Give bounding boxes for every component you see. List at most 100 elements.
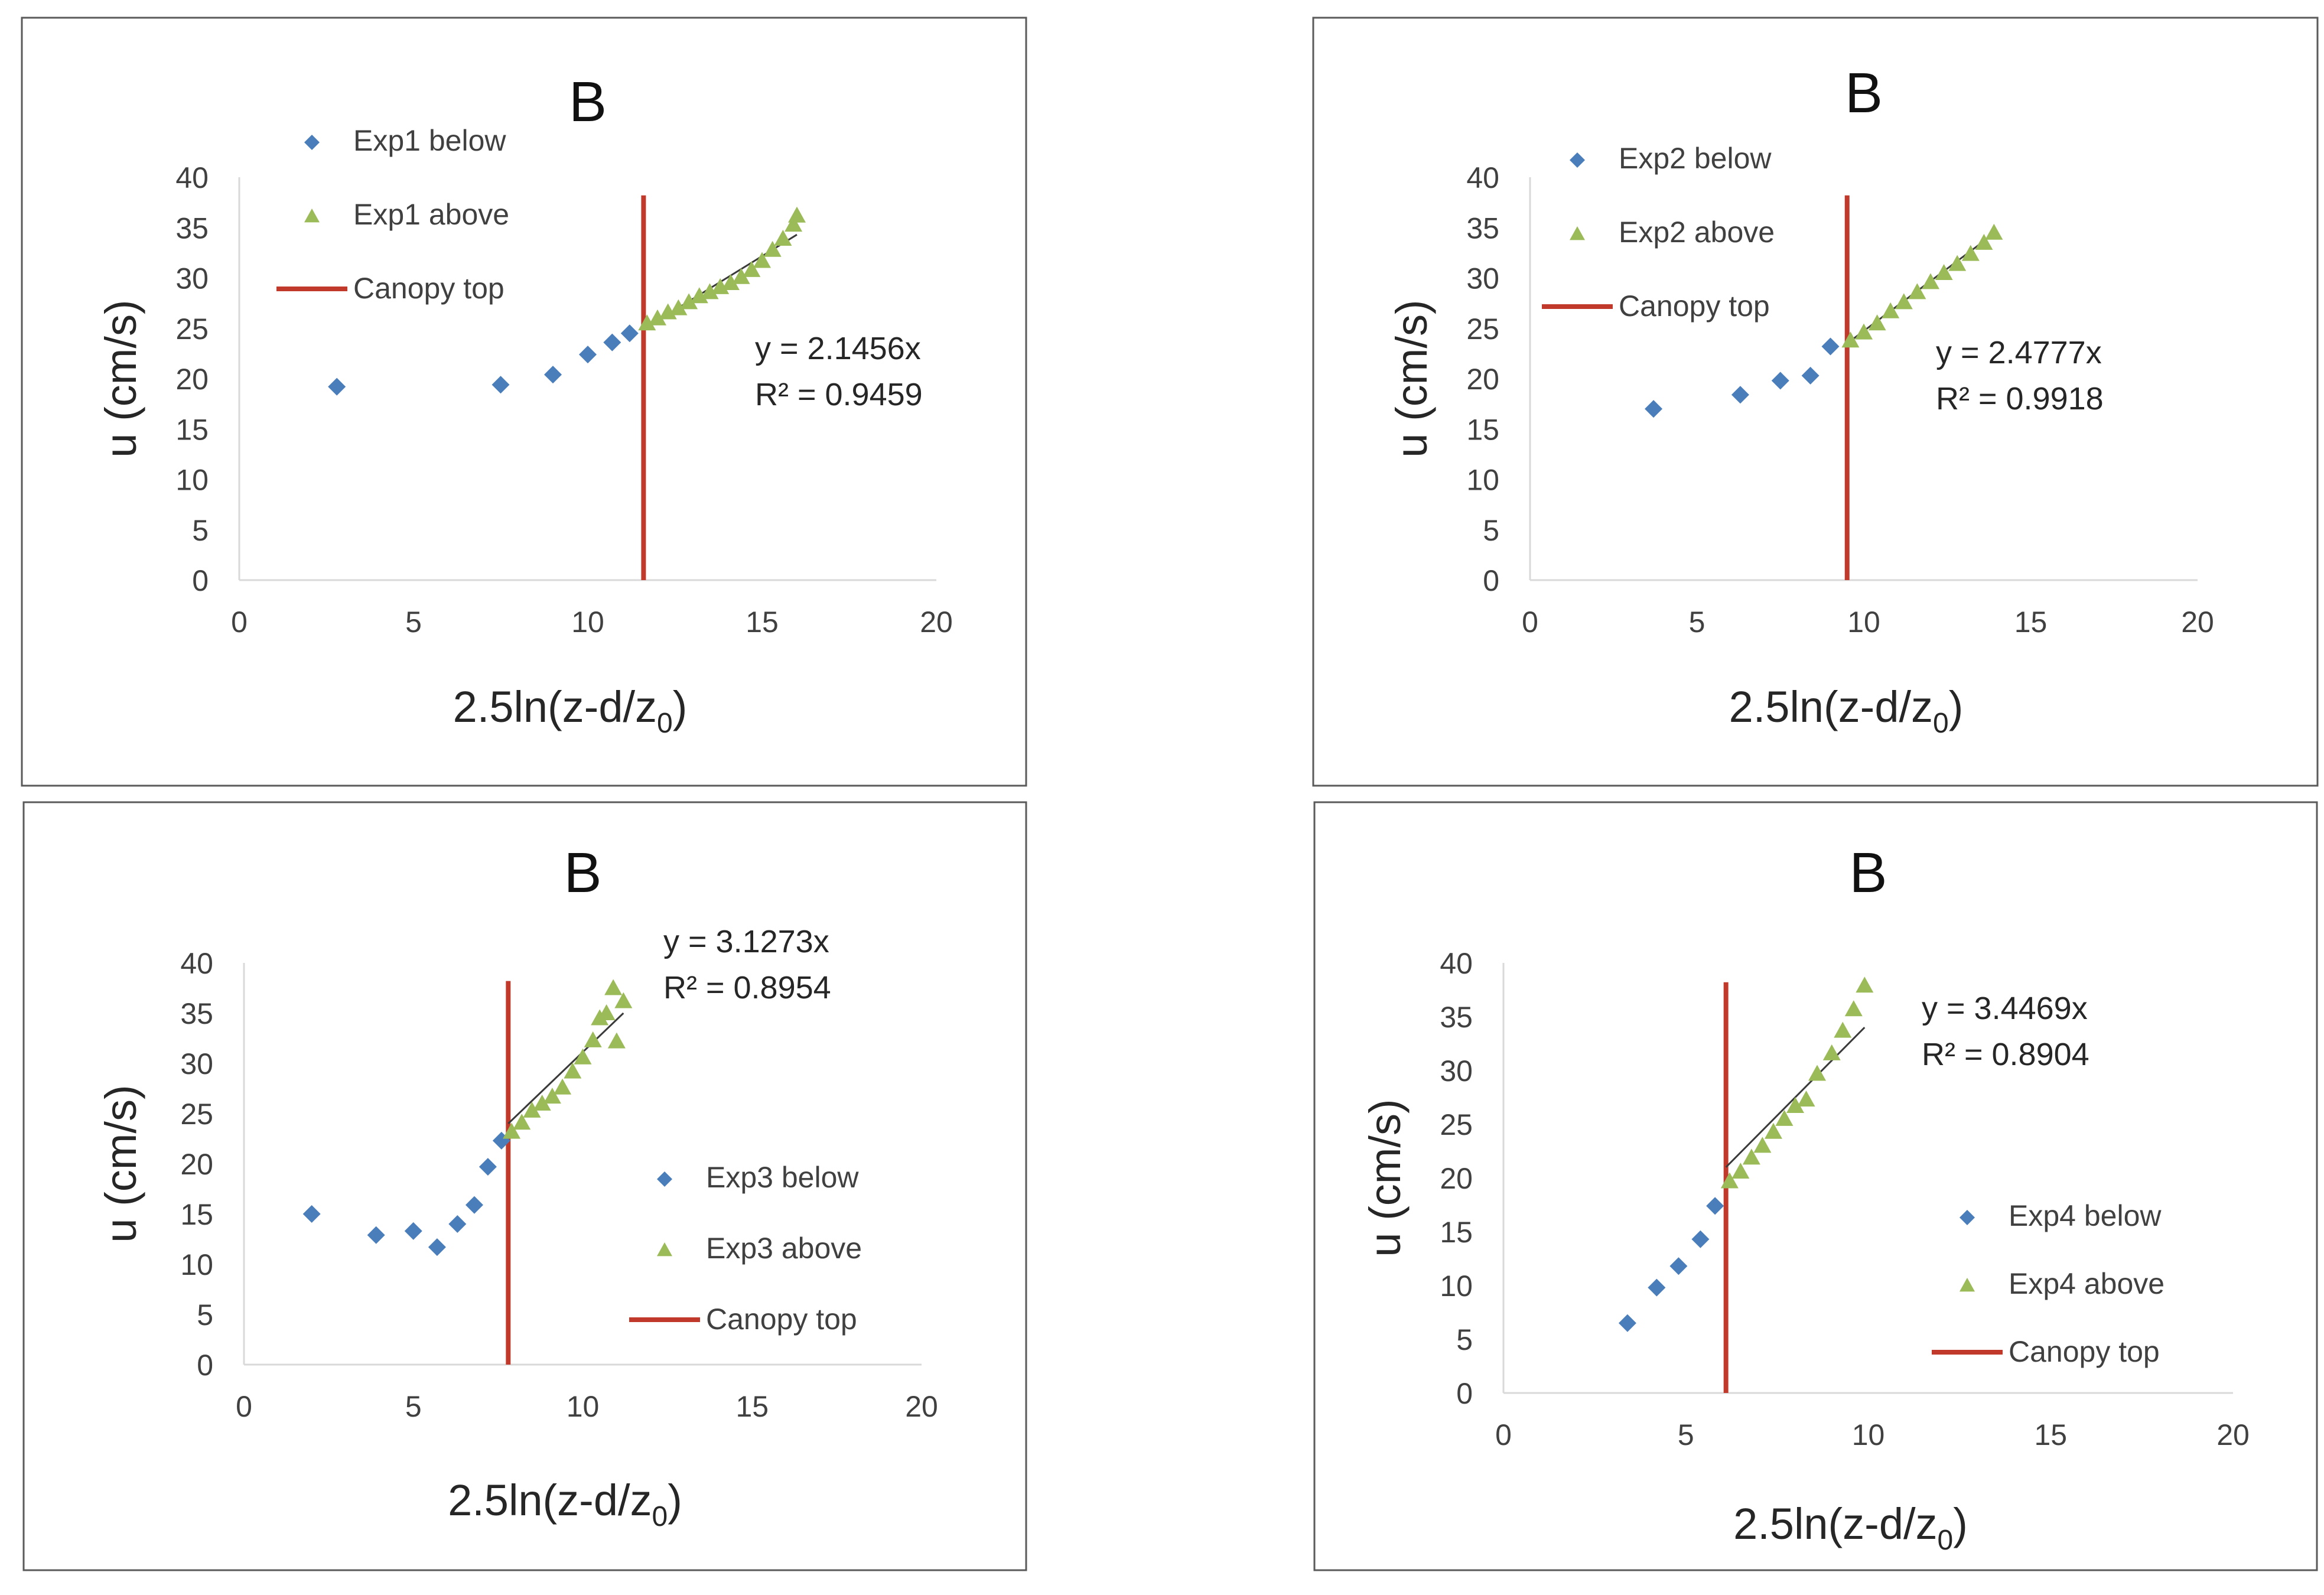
y-tick-label: 10 xyxy=(180,1248,213,1281)
data-point-above xyxy=(1908,283,1926,300)
data-point-above xyxy=(584,1031,602,1047)
trendline-r-squared: R² = 0.8904 xyxy=(1922,1037,2089,1072)
data-point-above xyxy=(1935,263,1953,280)
data-point-above xyxy=(597,1004,616,1020)
data-point-above xyxy=(763,240,782,257)
data-point-above xyxy=(1882,302,1900,318)
legend-label-below: Exp1 below xyxy=(353,124,506,157)
data-point-below xyxy=(428,1238,446,1257)
legend-label-above: Exp2 above xyxy=(1619,216,1775,249)
x-tick-label: 10 xyxy=(571,606,604,639)
data-point-above xyxy=(1844,1000,1863,1017)
trendline-equation: y = 2.4777x xyxy=(1936,335,2102,370)
data-point-above xyxy=(1720,1172,1739,1189)
y-tick-label: 35 xyxy=(1466,211,1499,245)
data-point-above xyxy=(1731,1163,1750,1179)
trendline-r-squared: R² = 0.8954 xyxy=(663,970,831,1005)
data-point-below xyxy=(1821,337,1840,356)
y-tick-label: 25 xyxy=(1440,1108,1473,1141)
legend-marker-below xyxy=(1570,152,1585,168)
x-axis-label-subscript: 0 xyxy=(1933,708,1949,739)
trendline-r-squared: R² = 0.9918 xyxy=(1936,381,2104,416)
panel-frame xyxy=(1313,801,2318,1571)
data-point-above xyxy=(1985,223,2003,240)
legend-label-canopy: Canopy top xyxy=(2009,1335,2160,1368)
data-point-above xyxy=(690,287,708,304)
data-point-above xyxy=(564,1062,582,1079)
legend: Exp1 below Exp1 above Canopy top xyxy=(276,124,509,305)
legend-label-below: Exp2 below xyxy=(1619,142,1772,175)
x-axis-label: 2.5ln(z-d/z0) xyxy=(1733,1499,1968,1556)
data-point-above xyxy=(513,1114,531,1130)
panel-frame xyxy=(1312,17,2319,787)
y-tick-label: 0 xyxy=(192,564,209,597)
legend: Exp3 below Exp3 above Canopy top xyxy=(629,1161,862,1336)
x-tick-label: 10 xyxy=(567,1390,600,1423)
data-point-above xyxy=(1948,255,1967,271)
data-point-below xyxy=(544,366,562,384)
x-tick-label: 5 xyxy=(405,606,422,639)
x-axis-label-main: 2.5ln(z-d/z xyxy=(453,682,657,731)
data-point-below xyxy=(1691,1230,1710,1248)
data-point-below xyxy=(465,1196,483,1214)
panel-frame xyxy=(21,17,1027,787)
x-tick-label: 10 xyxy=(1852,1418,1885,1451)
x-axis-label-main: 2.5ln(z-d/z xyxy=(1729,682,1933,731)
data-point-below xyxy=(404,1222,422,1240)
x-axis-label: 2.5ln(z-d/z0) xyxy=(448,1476,682,1532)
y-tick-label: 15 xyxy=(1466,413,1499,446)
data-point-above xyxy=(680,293,698,310)
panel-frame xyxy=(22,801,1027,1571)
data-point-above xyxy=(1841,331,1860,348)
x-tick-label: 0 xyxy=(1495,1418,1512,1451)
data-point-above xyxy=(1868,314,1886,331)
y-axis-label: u (cm/s) xyxy=(96,300,145,457)
chart-title: B xyxy=(1845,61,1883,125)
y-tick-label: 5 xyxy=(192,514,209,547)
x-tick-label: 0 xyxy=(1522,606,1538,639)
data-point-above xyxy=(1808,1065,1827,1081)
x-tick-label: 15 xyxy=(746,606,779,639)
legend-marker-above xyxy=(1960,1278,1975,1292)
y-axis-label: u (cm/s) xyxy=(1387,300,1436,457)
y-tick-label: 20 xyxy=(175,363,209,396)
data-point-above xyxy=(732,268,750,284)
data-point-above xyxy=(774,230,792,246)
legend-label-below: Exp4 below xyxy=(2009,1199,2162,1232)
trendline-equation: y = 3.1273x xyxy=(663,924,829,959)
y-tick-label: 15 xyxy=(180,1198,213,1231)
y-tick-label: 25 xyxy=(1466,313,1499,346)
data-point-above xyxy=(785,216,803,232)
x-tick-label: 5 xyxy=(1689,606,1705,639)
x-axis-label-subscript: 0 xyxy=(1938,1525,1954,1556)
x-tick-label: 15 xyxy=(735,1390,769,1423)
data-point-above xyxy=(669,299,688,315)
data-point-above xyxy=(607,1032,626,1049)
x-tick-label: 10 xyxy=(1847,606,1880,639)
x-axis-label-main: 2.5ln(z-d/z xyxy=(448,1476,652,1525)
y-tick-label: 25 xyxy=(175,313,209,346)
x-axis-label: 2.5ln(z-d/z0) xyxy=(453,682,688,739)
data-point-above xyxy=(721,274,740,291)
data-point-above xyxy=(649,309,666,325)
x-tick-label: 0 xyxy=(231,606,248,639)
legend-marker-above xyxy=(304,209,320,223)
data-point-above xyxy=(503,1122,521,1139)
x-tick-label: 5 xyxy=(405,1390,422,1423)
y-tick-label: 10 xyxy=(175,464,209,497)
x-axis-label-subscript: 0 xyxy=(657,708,673,739)
data-point-below xyxy=(620,324,639,343)
data-point-above xyxy=(1764,1122,1782,1139)
data-point-below xyxy=(1669,1257,1688,1275)
data-point-below xyxy=(1801,366,1820,385)
chart-title: B xyxy=(569,70,607,134)
data-point-above xyxy=(1753,1137,1772,1153)
y-tick-label: 20 xyxy=(180,1148,213,1181)
legend: Exp2 below Exp2 above Canopy top xyxy=(1542,142,1775,323)
y-tick-label: 40 xyxy=(175,161,209,194)
data-point-above xyxy=(1961,245,1980,261)
legend: Exp4 below Exp4 above Canopy top xyxy=(1932,1199,2164,1368)
data-point-below xyxy=(1731,386,1749,404)
x-tick-label: 15 xyxy=(2014,606,2048,639)
